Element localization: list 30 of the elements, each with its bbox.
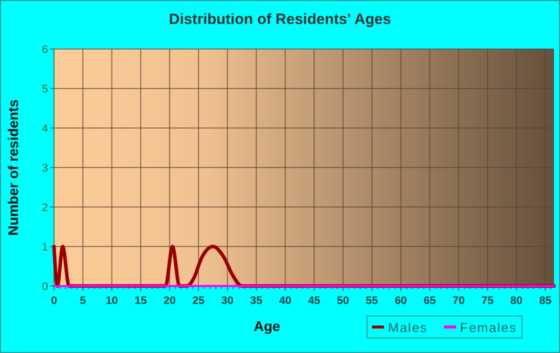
y-tick-label: 3 [42,162,48,174]
y-tick-label: 1 [42,242,48,254]
x-tick-label: 40 [279,295,292,307]
y-tick-label: 5 [42,84,48,96]
chart-title: Distribution of Residents' Ages [168,11,392,28]
y-axis-title: Number of residents [5,99,21,236]
y-tick-label: 6 [42,44,48,56]
x-tick-label: 35 [250,295,262,307]
x-tick-label: 10 [106,295,118,307]
x-tick-label: 30 [221,295,234,307]
x-tick-label: 55 [366,295,378,307]
x-tick-label: 5 [80,295,86,307]
x-tick-label: 60 [394,295,407,307]
x-tick-label: 45 [308,295,320,307]
x-tick-label: 65 [424,295,436,307]
y-tick-label: 4 [42,123,48,135]
y-tick-label: 0 [42,281,48,293]
x-tick-label: 20 [163,295,176,307]
y-tick-label: 2 [42,202,48,214]
x-tick-label: 75 [481,295,494,307]
legend-label: Males [388,320,428,335]
x-tick-label: 50 [336,295,350,307]
x-tick-label: 70 [452,295,465,307]
x-tick-label: 15 [134,295,147,307]
legend-label: Females [460,320,517,335]
x-tick-label: 25 [192,295,205,307]
x-tick-label: 0 [50,295,58,307]
x-axis-title: Age [254,318,280,334]
x-tick-label: 80 [510,295,523,307]
x-tick-label: 85 [539,295,552,307]
